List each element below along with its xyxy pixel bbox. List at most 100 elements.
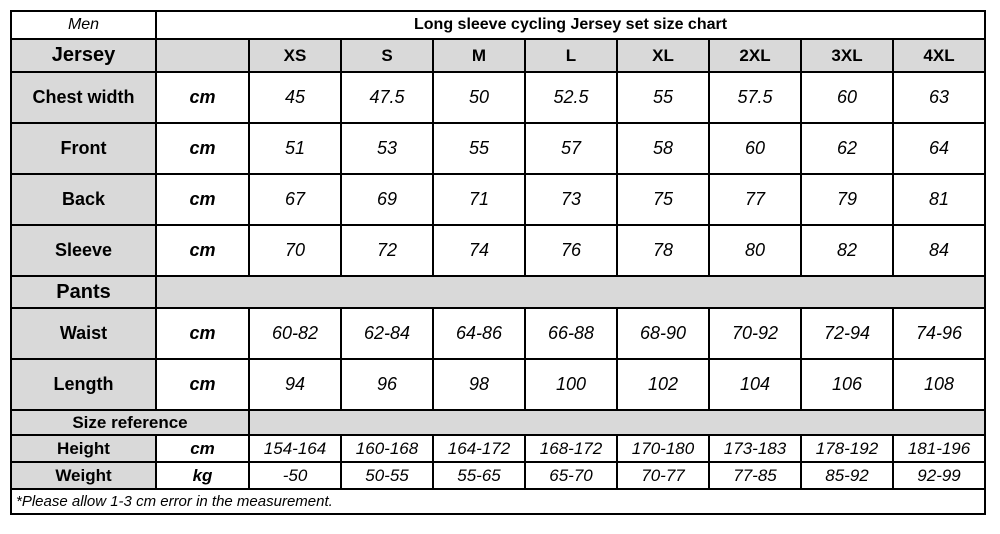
row-label-chest-width: Chest width [10, 71, 157, 124]
size-header-2xl: 2XL [708, 38, 802, 73]
value-cell: 74 [432, 224, 526, 277]
row-label-height: Height [10, 434, 157, 463]
row-label-waist: Waist [10, 307, 157, 360]
size-header-xs: XS [248, 38, 342, 73]
value-cell: 173-183 [708, 434, 802, 463]
value-cell: 70-92 [708, 307, 802, 360]
value-cell: 85-92 [800, 461, 894, 490]
unit-cell: kg [155, 461, 250, 490]
size-header-m: M [432, 38, 526, 73]
unit-cell: cm [155, 71, 250, 124]
size-header-xl: XL [616, 38, 710, 73]
value-cell: 170-180 [616, 434, 710, 463]
value-cell: 53 [340, 122, 434, 175]
men-label: Men [10, 10, 157, 40]
section-pants-spacer [154, 275, 987, 309]
section-row-pants: Pants [10, 275, 987, 309]
value-cell: 45 [248, 71, 342, 124]
size-chart-table: Men Long sleeve cycling Jersey set size … [9, 10, 987, 515]
value-cell: 67 [248, 173, 342, 226]
value-cell: 104 [708, 358, 802, 411]
unit-cell: cm [155, 224, 250, 277]
value-cell: 72-94 [800, 307, 894, 360]
value-cell: 108 [891, 358, 987, 411]
value-cell: 50-55 [340, 461, 434, 490]
value-cell: 57 [524, 122, 618, 175]
value-cell: 68-90 [616, 307, 710, 360]
size-header-4xl: 4XL [891, 38, 987, 73]
value-cell: 178-192 [800, 434, 894, 463]
value-cell: 74-96 [891, 307, 987, 360]
value-cell: -50 [248, 461, 342, 490]
row-label-back: Back [10, 173, 157, 226]
value-cell: 77 [708, 173, 802, 226]
table-row-waist: Waist cm 60-82 62-84 64-86 66-88 68-90 7… [10, 307, 987, 360]
value-cell: 79 [800, 173, 894, 226]
value-cell: 80 [708, 224, 802, 277]
value-cell: 60 [708, 122, 802, 175]
value-cell: 63 [891, 71, 987, 124]
value-cell: 60-82 [248, 307, 342, 360]
unit-cell: cm [155, 307, 250, 360]
footnote: *Please allow 1-3 cm error in the measur… [9, 488, 987, 515]
value-cell: 50 [432, 71, 526, 124]
value-cell: 70 [248, 224, 342, 277]
row-label-length: Length [10, 358, 157, 411]
value-cell: 52.5 [524, 71, 618, 124]
value-cell: 181-196 [891, 434, 987, 463]
value-cell: 57.5 [708, 71, 802, 124]
size-header-l: L [524, 38, 618, 73]
value-cell: 71 [432, 173, 526, 226]
value-cell: 75 [616, 173, 710, 226]
chart-title: Long sleeve cycling Jersey set size char… [154, 10, 987, 40]
value-cell: 58 [616, 122, 710, 175]
table-row-weight: Weight kg -50 50-55 55-65 65-70 70-77 77… [10, 461, 987, 490]
footnote-row: *Please allow 1-3 cm error in the measur… [9, 488, 987, 515]
header-row: Men Long sleeve cycling Jersey set size … [10, 10, 987, 40]
table-row-back: Back cm 67 69 71 73 75 77 79 81 [10, 173, 987, 226]
value-cell: 168-172 [524, 434, 618, 463]
table-row-chest-width: Chest width cm 45 47.5 50 52.5 55 57.5 6… [10, 71, 987, 124]
value-cell: 96 [340, 358, 434, 411]
value-cell: 73 [524, 173, 618, 226]
value-cell: 102 [616, 358, 710, 411]
value-cell: 98 [432, 358, 526, 411]
value-cell: 55 [432, 122, 526, 175]
value-cell: 154-164 [248, 434, 342, 463]
value-cell: 64 [891, 122, 987, 175]
row-label-weight: Weight [10, 461, 157, 490]
value-cell: 72 [340, 224, 434, 277]
table-row-sleeve: Sleeve cm 70 72 74 76 78 80 82 84 [10, 224, 987, 277]
value-cell: 164-172 [432, 434, 526, 463]
size-header-3xl: 3XL [800, 38, 894, 73]
value-cell: 60 [800, 71, 894, 124]
section-jersey: Jersey [10, 38, 157, 73]
value-cell: 62-84 [340, 307, 434, 360]
section-pants: Pants [10, 275, 157, 309]
table-row-height: Height cm 154-164 160-168 164-172 168-17… [10, 434, 987, 463]
value-cell: 77-85 [708, 461, 802, 490]
value-cell: 66-88 [524, 307, 618, 360]
value-cell: 65-70 [524, 461, 618, 490]
value-cell: 81 [891, 173, 987, 226]
row-label-sleeve: Sleeve [10, 224, 157, 277]
table-row-front: Front cm 51 53 55 57 58 60 62 64 [10, 122, 987, 175]
size-header-spacer [155, 38, 250, 73]
section-size-reference: Size reference [10, 409, 250, 436]
value-cell: 64-86 [432, 307, 526, 360]
value-cell: 55 [616, 71, 710, 124]
unit-cell: cm [155, 434, 250, 463]
value-cell: 51 [248, 122, 342, 175]
section-row-size-reference: Size reference [10, 409, 987, 436]
value-cell: 100 [524, 358, 618, 411]
value-cell: 55-65 [432, 461, 526, 490]
size-header-row: Jersey XS S M L XL 2XL 3XL 4XL [10, 38, 987, 73]
value-cell: 76 [524, 224, 618, 277]
value-cell: 70-77 [616, 461, 710, 490]
unit-cell: cm [155, 122, 250, 175]
value-cell: 62 [800, 122, 894, 175]
value-cell: 94 [248, 358, 342, 411]
value-cell: 106 [800, 358, 894, 411]
value-cell: 47.5 [340, 71, 434, 124]
table-row-length: Length cm 94 96 98 100 102 104 106 108 [10, 358, 987, 411]
